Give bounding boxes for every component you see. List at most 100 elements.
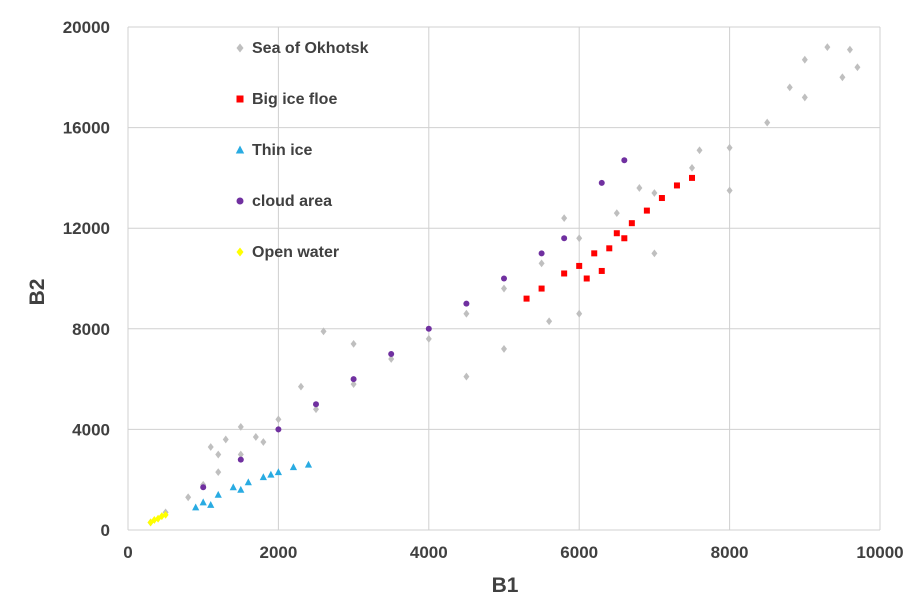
sea-of-okhotsk-point — [613, 209, 620, 218]
sea-of-okhotsk-point — [636, 184, 643, 192]
sea-of-okhotsk-point — [696, 146, 703, 155]
open-water-legend-marker — [236, 247, 244, 257]
x-tick-label: 0 — [123, 543, 132, 562]
open-water-point — [162, 511, 169, 519]
thin-ice-point — [244, 478, 252, 486]
y-axis-title: B2 — [26, 279, 49, 306]
thin-ice-point — [289, 463, 298, 471]
sea-of-okhotsk-legend-marker — [236, 43, 244, 53]
sea-of-okhotsk-point — [463, 372, 470, 381]
sea-of-okhotsk-point — [215, 468, 222, 477]
sea-of-okhotsk-point — [425, 334, 432, 343]
big-ice-floe-point — [658, 195, 665, 202]
cloud-area-point — [538, 250, 545, 257]
gridlines — [127, 26, 881, 531]
legend: Sea of Okhotsk Big ice floe Thin ice cloud … — [235, 40, 369, 261]
cloud-area-point — [275, 426, 282, 433]
sea-of-okhotsk-point — [846, 45, 853, 54]
thin-ice-point — [267, 470, 275, 478]
sea-of-okhotsk-point — [801, 55, 808, 64]
sea-of-okhotsk-point — [260, 438, 267, 446]
sea-of-okhotsk-point — [689, 163, 695, 172]
big-ice-floe-point — [689, 174, 695, 181]
thin-ice-point — [214, 490, 222, 498]
y-tick-label: 20000 — [63, 18, 110, 37]
sea-of-okhotsk-point — [651, 249, 658, 258]
thin-ice-legend-label: Thin ice — [252, 142, 313, 159]
cloud-area-point — [561, 235, 568, 242]
data-points — [147, 43, 861, 527]
big-ice-floe-point — [621, 235, 628, 242]
cloud-area-point — [237, 456, 244, 463]
sea-of-okhotsk-point — [275, 415, 282, 424]
thin-ice-point — [199, 498, 207, 506]
thin-ice-point — [229, 483, 237, 491]
sea-of-okhotsk-point — [501, 345, 507, 353]
sea-of-okhotsk-point — [764, 118, 771, 127]
sea-of-okhotsk-point — [651, 189, 658, 197]
big-ice-floe-point — [576, 262, 583, 269]
sea-of-okhotsk-point — [546, 317, 553, 326]
tick-labels: 0 2000 4000 6000 8000 10000 0 4000 8000 12000 1600… — [63, 18, 904, 562]
sea-of-okhotsk-point — [824, 43, 831, 52]
big-ice-floe-point — [598, 267, 605, 274]
big-ice-floe-point — [673, 182, 680, 189]
x-tick-label: 8000 — [711, 543, 749, 562]
cloud-area-point — [501, 275, 507, 282]
sea-of-okhotsk-point — [297, 382, 304, 391]
sea-of-okhotsk-point — [839, 73, 846, 82]
big-ice-floe-point — [628, 220, 635, 227]
sea-of-okhotsk-point — [576, 234, 583, 243]
big-ice-floe-legend-label: Big ice floe — [252, 91, 337, 108]
cloud-area-point — [350, 376, 357, 383]
big-ice-floe-point — [523, 295, 530, 302]
big-ice-floe-legend-marker — [236, 95, 244, 103]
sea-of-okhotsk-point — [463, 309, 470, 318]
sea-of-okhotsk-point — [538, 259, 545, 268]
sea-of-okhotsk-point — [207, 443, 214, 451]
big-ice-floe-point — [591, 250, 598, 257]
sea-of-okhotsk-point — [561, 214, 568, 223]
big-ice-floe-point — [561, 270, 568, 277]
big-ice-floe-point — [538, 285, 545, 292]
cloud-area-point — [463, 300, 470, 307]
y-tick-label: 4000 — [72, 420, 110, 439]
cloud-area-point — [313, 401, 319, 408]
thin-ice-point — [259, 473, 267, 481]
sea-of-okhotsk-point — [350, 380, 357, 389]
sea-of-okhotsk-point — [786, 83, 793, 92]
sea-of-okhotsk-point — [801, 93, 808, 102]
sea-of-okhotsk-point — [501, 284, 507, 293]
sea-of-okhotsk-point — [185, 493, 192, 502]
x-tick-label: 2000 — [259, 543, 297, 562]
cloud-area-legend-marker — [236, 197, 244, 205]
cloud-area-point — [621, 157, 628, 164]
big-ice-floe-point — [606, 245, 613, 252]
thin-ice-point — [237, 485, 245, 493]
sea-of-okhotsk-point — [726, 143, 733, 152]
big-ice-floe-point — [583, 275, 590, 282]
sea-of-okhotsk-point — [854, 63, 861, 72]
y-tick-label: 12000 — [63, 219, 110, 238]
sea-of-okhotsk-point — [320, 327, 327, 336]
big-ice-floe-point — [643, 207, 650, 214]
sea-of-okhotsk-point — [252, 433, 259, 441]
sea-of-okhotsk-point — [237, 450, 244, 459]
cloud-area-point — [598, 179, 605, 186]
x-tick-label: 10000 — [856, 543, 903, 562]
sea-of-okhotsk-legend-label: Sea of Okhotsk — [252, 40, 369, 57]
y-tick-label: 0 — [101, 521, 110, 540]
sea-of-okhotsk-point — [726, 186, 733, 195]
open-water-legend-label: Open water — [252, 244, 339, 261]
cloud-area-point — [200, 484, 207, 491]
sea-of-okhotsk-point — [222, 435, 229, 444]
thin-ice-point — [304, 460, 313, 468]
x-tick-label: 4000 — [410, 543, 448, 562]
sea-of-okhotsk-point — [215, 450, 222, 459]
sea-of-okhotsk-point — [576, 309, 583, 318]
sea-of-okhotsk-point — [237, 422, 244, 431]
x-tick-label: 6000 — [560, 543, 598, 562]
cloud-area-legend-label: cloud area — [252, 193, 332, 210]
y-tick-label: 16000 — [63, 119, 110, 138]
